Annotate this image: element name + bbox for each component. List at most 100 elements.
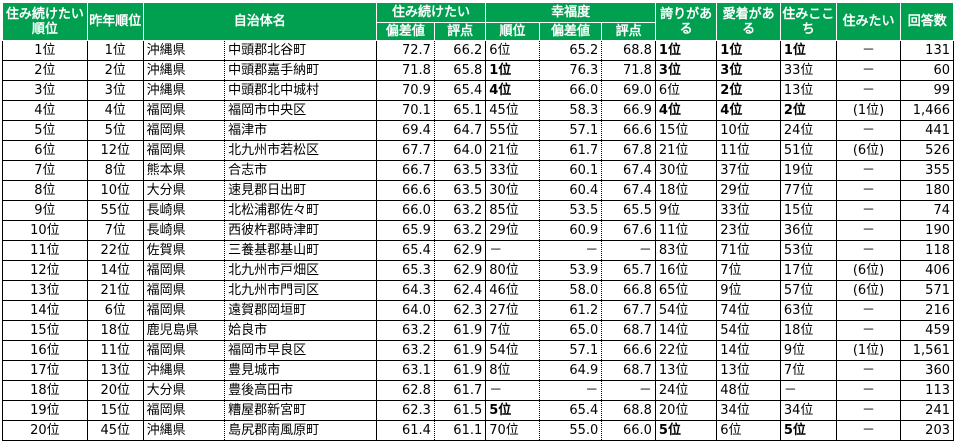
happiness-score-cell: 68.7 [601, 320, 656, 341]
pride-cell: 13位 [654, 360, 718, 381]
want-live-cell: (1位) [835, 100, 902, 121]
happiness-dev-cell: 64.9 [538, 360, 603, 381]
prev-rank-cell: 7位 [86, 220, 144, 241]
city-cell: 豊見城市 [224, 360, 377, 381]
want-live-cell: － [835, 160, 902, 181]
comfort-cell: － [779, 380, 837, 401]
continue-dev-cell: 64.3 [375, 280, 435, 301]
city-cell: 中頭郡北谷町 [224, 40, 377, 61]
rank-cell: 17位 [2, 360, 88, 381]
table-row: 5位 5位 福岡県 福津市 69.4 64.7 55位 57.1 66.6 15位 10位 24位－ 4… [2, 120, 954, 141]
responses-cell: 216 [900, 300, 954, 321]
continue-dev-cell: 64.0 [375, 300, 435, 321]
header-pride: 誇りがある [654, 2, 718, 41]
continue-dev-cell: 63.2 [375, 340, 435, 361]
prefecture-cell: 長崎県 [142, 220, 226, 241]
attachment-cell: 4位 [716, 100, 781, 121]
rank-cell: 20位 [2, 420, 88, 441]
attachment-cell: 6位 [716, 420, 781, 441]
happiness-dev-cell: 55.0 [538, 420, 603, 441]
table-row: 19位 15位 福岡県 糟屋郡新宮町 62.3 61.5 5位 65.4 68.8 20位 34位 3… [2, 400, 954, 421]
responses-cell: 355 [900, 160, 954, 181]
comfort-cell: 57位 [779, 280, 837, 301]
comfort-cell: 18位 [779, 320, 837, 341]
attachment-cell: 23位 [716, 220, 781, 241]
table-row: 9位 55位 長崎県 北松浦郡佐々町 66.0 63.2 85位 53.5 65.5 9位 33位 1… [2, 200, 954, 221]
pride-cell: 3位 [654, 60, 718, 81]
attachment-cell: 14位 [716, 340, 781, 361]
prev-rank-cell: 6位 [86, 300, 144, 321]
pride-cell: 6位 [654, 80, 718, 101]
comfort-cell: 15位 [779, 200, 837, 221]
attachment-cell: 7位 [716, 260, 781, 281]
want-live-cell: (1位) [835, 340, 902, 361]
table-row: 6位 12位 福岡県 北九州市若松区 67.7 64.0 21位 61.7 67.8 21位 11位… [2, 140, 954, 161]
want-live-cell: － [835, 80, 902, 101]
happiness-rank-cell: 55位 [485, 120, 540, 141]
prev-rank-cell: 13位 [86, 360, 144, 381]
header-want-live: 住みたい [835, 2, 902, 41]
pride-cell: 54位 [654, 300, 718, 321]
responses-cell: 190 [900, 220, 954, 241]
continue-score-cell: 63.2 [433, 200, 487, 221]
header-continue-score: 評点 [433, 22, 487, 41]
city-cell: 遠賀郡岡垣町 [224, 300, 377, 321]
want-live-cell: (6位) [835, 260, 902, 281]
city-cell: 速見郡日出町 [224, 180, 377, 201]
header-rank: 住み続けたい順位 [2, 2, 88, 41]
prev-rank-cell: 8位 [86, 160, 144, 181]
prefecture-cell: 佐賀県 [142, 240, 226, 261]
city-cell: 西彼杵郡時津町 [224, 220, 377, 241]
city-cell: 福岡市中央区 [224, 100, 377, 121]
rank-cell: 10位 [2, 220, 88, 241]
want-live-cell: － [835, 120, 902, 141]
pride-cell: 18位 [654, 180, 718, 201]
continue-dev-cell: 70.9 [375, 80, 435, 101]
happiness-score-cell: 68.8 [601, 400, 656, 421]
happiness-rank-cell: 33位 [485, 160, 540, 181]
happiness-score-cell: 66.6 [601, 120, 656, 141]
comfort-cell: 34位 [779, 400, 837, 421]
continue-score-cell: 63.2 [433, 220, 487, 241]
prev-rank-cell: 20位 [86, 380, 144, 401]
pride-cell: 30位 [654, 160, 718, 181]
prev-rank-cell: 11位 [86, 340, 144, 361]
comfort-cell: 53位 [779, 240, 837, 261]
continue-score-cell: 62.9 [433, 260, 487, 281]
prefecture-cell: 福岡県 [142, 100, 226, 121]
rank-cell: 11位 [2, 240, 88, 261]
want-live-cell: － [835, 40, 902, 61]
table-row: 20位 45位 沖縄県 島尻郡南風原町 61.4 61.1 70位 55.0 66.0 5位 6位 5… [2, 420, 954, 441]
happiness-rank-cell: － [485, 380, 540, 401]
city-cell: 三養基郡基山町 [224, 240, 377, 261]
comfort-cell: 1位 [779, 40, 837, 61]
happiness-dev-cell: 53.5 [538, 200, 603, 221]
happiness-dev-cell: 66.0 [538, 80, 603, 101]
continue-score-cell: 61.9 [433, 320, 487, 341]
want-live-cell: (6位) [835, 140, 902, 161]
prev-rank-cell: 55位 [86, 200, 144, 221]
continue-dev-cell: 66.6 [375, 180, 435, 201]
want-live-cell: － [835, 380, 902, 401]
pride-cell: 16位 [654, 260, 718, 281]
happiness-score-cell: 68.8 [601, 40, 656, 61]
happiness-dev-cell: 60.1 [538, 160, 603, 181]
happiness-rank-cell: 30位 [485, 180, 540, 201]
happiness-rank-cell: 8位 [485, 360, 540, 381]
pride-cell: 83位 [654, 240, 718, 261]
table-row: 2位 2位 沖縄県 中頭郡嘉手納町 71.8 65.8 1位 76.3 71.8 3位 3位 33位－… [2, 60, 954, 81]
pride-cell: 20位 [654, 400, 718, 421]
continue-dev-cell: 69.4 [375, 120, 435, 141]
happiness-score-cell: 65.7 [601, 260, 656, 281]
table-row: 10位 7位 長崎県 西彼杵郡時津町 65.9 63.2 29位 60.9 67.6 11位 23位… [2, 220, 954, 241]
continue-dev-cell: 66.7 [375, 160, 435, 181]
pride-cell: 4位 [654, 100, 718, 121]
prefecture-cell: 福岡県 [142, 280, 226, 301]
header-comfort: 住みここち [779, 2, 837, 41]
prefecture-cell: 沖縄県 [142, 60, 226, 81]
happiness-dev-cell: 61.7 [538, 140, 603, 161]
responses-cell: 60 [900, 60, 954, 81]
responses-cell: 99 [900, 80, 954, 101]
header-happiness-dev: 偏差値 [538, 22, 603, 41]
happiness-score-cell: － [601, 380, 656, 401]
